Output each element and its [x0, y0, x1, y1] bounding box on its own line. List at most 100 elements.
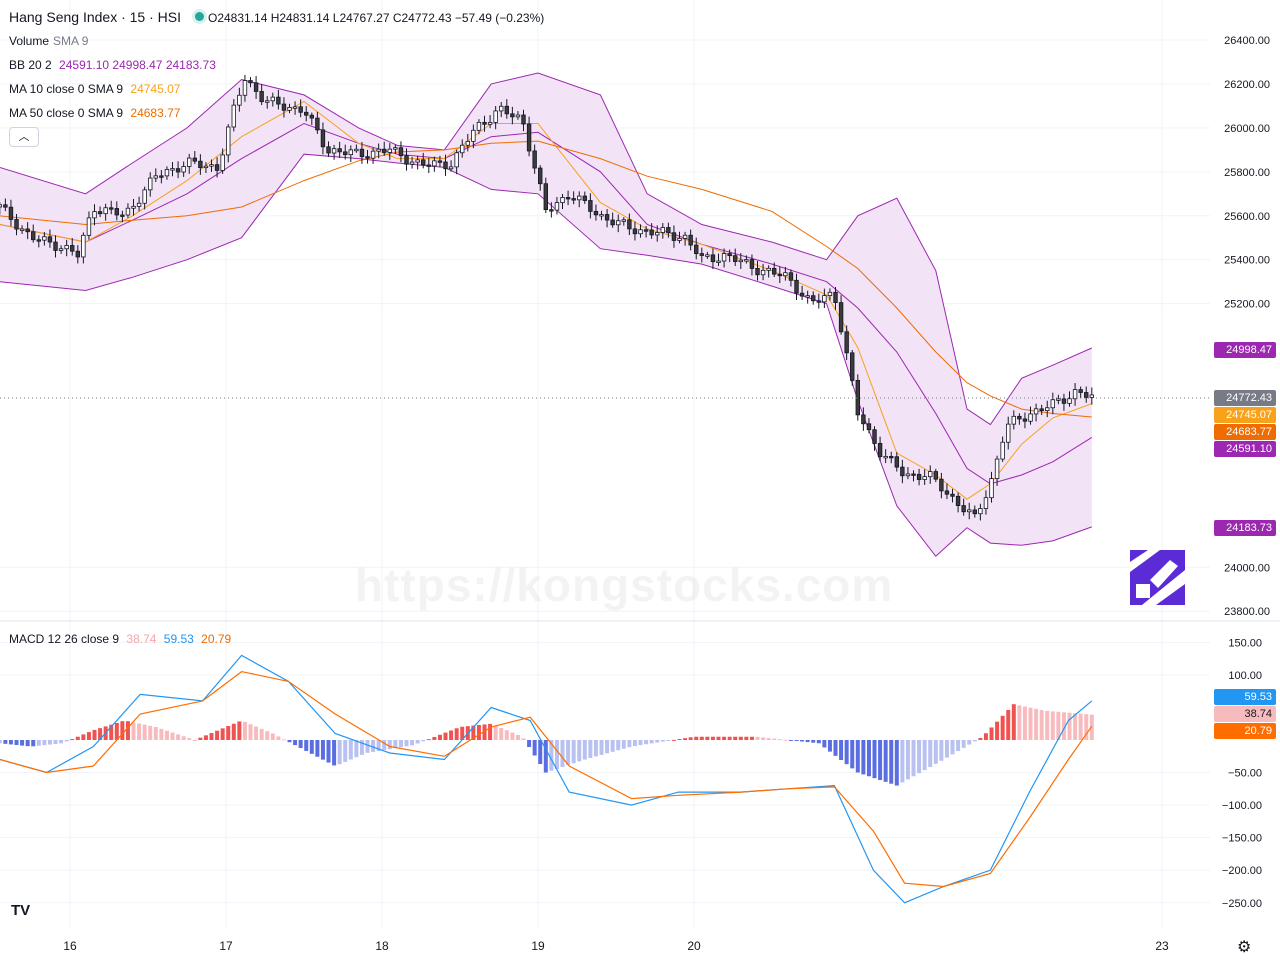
candle-body: [666, 227, 671, 234]
candle: [159, 169, 164, 184]
candle-body: [142, 189, 147, 204]
candle: [142, 186, 147, 210]
histogram-bar: [25, 740, 30, 747]
histogram-bar: [554, 740, 559, 769]
candle: [911, 470, 916, 482]
candle-body: [1050, 399, 1055, 409]
candle-body: [198, 160, 203, 169]
histogram-bar: [710, 736, 715, 740]
histogram-bar: [343, 740, 348, 762]
gear-icon[interactable]: ⚙: [1237, 939, 1252, 956]
macd-axis[interactable]: 150.00 100.00 −50.00 −100.00 −150.00 −200.00 −…: [1222, 637, 1262, 909]
candle-body: [465, 140, 470, 146]
candle: [894, 452, 899, 472]
candle: [42, 232, 47, 246]
candle-body: [181, 166, 186, 173]
candle: [1072, 383, 1078, 406]
histogram-bar: [588, 740, 593, 758]
candle-body: [983, 497, 989, 509]
histogram-bar: [293, 740, 298, 746]
histogram-bar: [883, 740, 888, 782]
tradingview-logo-icon[interactable]: TV: [11, 902, 31, 919]
histogram-bar: [872, 740, 877, 779]
candle: [298, 99, 303, 118]
histogram-bar: [98, 728, 103, 740]
candle-body: [866, 423, 872, 431]
date-tick-label: 16: [63, 939, 77, 953]
histogram-bar: [482, 724, 487, 740]
collapse-legend-button[interactable]: ︿: [9, 127, 39, 147]
histogram-bar: [3, 740, 8, 744]
histogram-bar: [827, 740, 832, 752]
histogram-bar: [722, 736, 727, 740]
candle: [315, 111, 320, 134]
candle-body: [588, 200, 593, 212]
candle-body: [187, 157, 192, 167]
candle: [3, 198, 8, 212]
histogram-bar: [493, 725, 498, 740]
candle-body: [799, 292, 805, 297]
histogram-bar: [504, 730, 509, 740]
candle: [460, 139, 465, 158]
candle: [744, 255, 749, 264]
price-tick-label: 26000.00: [1224, 123, 1270, 135]
histogram-bar: [599, 740, 604, 755]
candle: [1078, 386, 1083, 399]
histogram-bar: [593, 740, 598, 757]
candle: [989, 471, 994, 503]
histogram-bar: [527, 740, 532, 747]
candle: [376, 143, 381, 159]
candle-body: [844, 331, 849, 354]
histogram-bar: [1056, 711, 1061, 740]
histogram-bar: [315, 740, 320, 757]
candle-body: [727, 253, 732, 257]
candle-body: [253, 82, 259, 92]
candle-body: [532, 150, 537, 169]
candle: [877, 436, 883, 461]
candle: [827, 288, 833, 301]
time-axis[interactable]: 1617181920232425: [63, 939, 1280, 953]
histogram-bar: [348, 740, 353, 760]
price-axis[interactable]: 26400.00 26200.00 26000.00 25800.00 25600.00…: [1224, 35, 1270, 618]
histogram-bar: [320, 740, 325, 760]
candle-body: [36, 239, 41, 242]
candle: [627, 213, 632, 236]
macd-legend[interactable]: MACD 12 26 close 9 38.74 59.53 20.79: [9, 632, 235, 646]
macd-hist-value: 38.74: [126, 632, 157, 646]
histogram-bar: [788, 740, 793, 741]
histogram-bar: [176, 734, 181, 740]
volume-legend[interactable]: Volume SMA 9: [9, 34, 92, 48]
candle-body: [671, 232, 677, 241]
candle-body: [710, 254, 716, 263]
candle: [939, 472, 944, 499]
candle: [81, 232, 86, 264]
candle-body: [448, 166, 454, 170]
histogram-bar: [114, 722, 119, 740]
candle-body: [504, 105, 509, 115]
candle-body: [393, 147, 398, 150]
histogram-bar: [215, 730, 220, 740]
histogram-bar: [889, 740, 894, 784]
candle-body: [114, 208, 119, 216]
histogram-bar: [64, 740, 69, 742]
histogram-bar: [1067, 712, 1072, 740]
candle: [844, 325, 849, 361]
candle: [560, 193, 565, 210]
symbol-title[interactable]: Hang Seng Index · 15 · HSI: [9, 9, 181, 25]
candle-body: [153, 175, 158, 179]
candle-body: [911, 473, 916, 476]
histogram-bar: [142, 724, 147, 740]
bb-legend[interactable]: BB 20 2 24591.10 24998.47 24183.73: [9, 58, 220, 72]
candle-body: [688, 234, 693, 246]
candle-body: [1039, 408, 1044, 412]
histogram-bar: [437, 734, 442, 740]
bb-upper-tag: 24998.47: [1214, 342, 1276, 358]
histogram-bar: [8, 740, 13, 745]
ma50-legend[interactable]: MA 50 close 0 SMA 9 24683.77: [9, 106, 184, 120]
candle: [638, 224, 643, 238]
histogram-bar: [31, 740, 36, 747]
ma10-legend[interactable]: MA 10 close 0 SMA 9 24745.07: [9, 82, 184, 96]
histogram-bar: [192, 740, 197, 741]
candle-body: [604, 214, 610, 221]
